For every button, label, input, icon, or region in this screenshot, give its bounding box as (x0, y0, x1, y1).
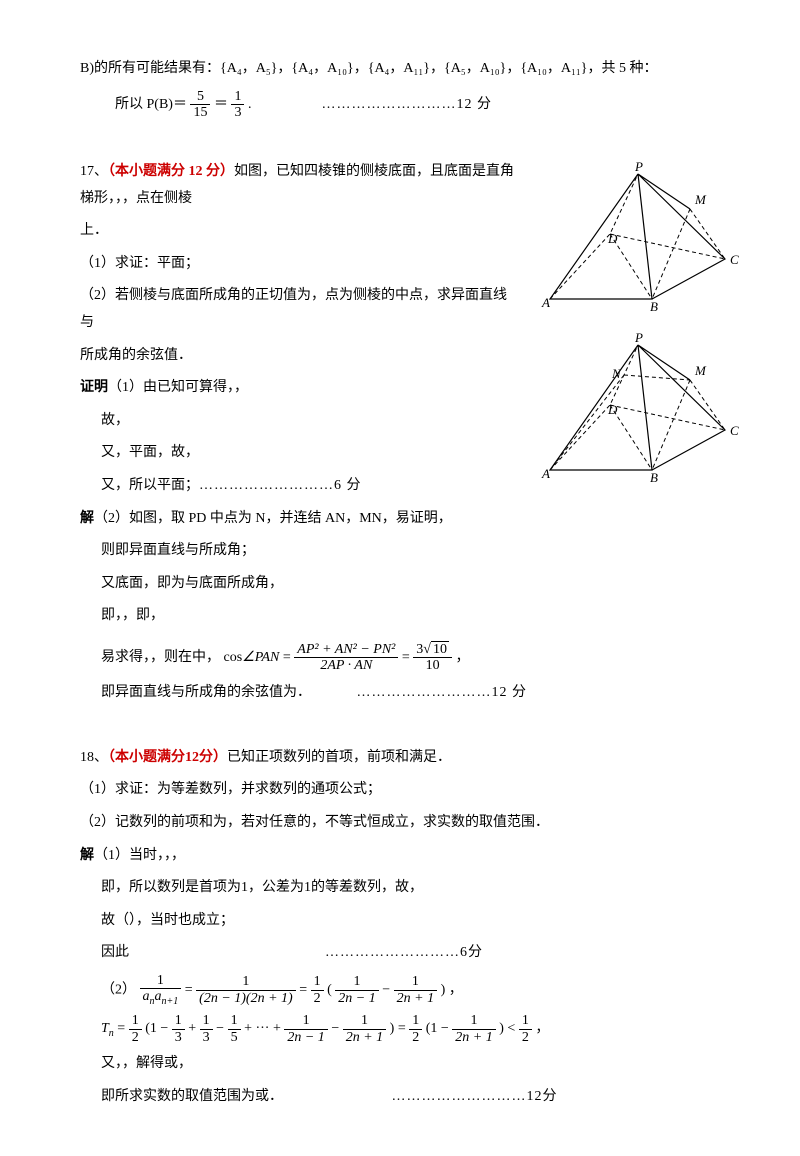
q18-part2: （2）记数列的前项和为，若对任意的，不等式恒成立，求实数的取值范围． (80, 810, 740, 837)
q18-num: 18、 (80, 750, 108, 765)
q17-s5-pre: 易求得，，则在中， (101, 650, 220, 665)
figures-container: P M C A B D P M C A B D N (530, 159, 740, 500)
q17-s4: 即，，即， (80, 603, 740, 630)
q18-eq1: （2） 1anan+1 = 1(2n − 1)(2n + 1) = 12 ( 1… (80, 973, 740, 1007)
q18-s3: 故（），当时也成立； (80, 908, 740, 935)
q18-s2: 即，所以数列是首项为1，公差为1的等差数列，故， (80, 875, 740, 902)
period: . (248, 97, 252, 112)
q17-s3: 又底面，即为与底面所成角， (80, 571, 740, 598)
line-pb: 所以 P(B)＝ 515 ＝ 13 . ………………………12 分 (80, 89, 740, 121)
q17-s6-text: 即异面直线与所成角的余弦值为． (101, 685, 311, 700)
sol-label-18: 解 (80, 848, 94, 863)
svg-text:A: A (541, 295, 550, 310)
svg-text:C: C (730, 423, 739, 438)
svg-text:N: N (611, 366, 622, 381)
svg-text:C: C (730, 252, 739, 267)
q17-sol-line: 解（2）如图，取 PD 中点为 N，并连结 AN，MN，易证明， (80, 506, 740, 533)
eq-sign: ＝ (214, 97, 228, 112)
svg-text:M: M (694, 363, 707, 378)
line-b-results: B)的所有可能结果有：{A₄，A₅}，{A₄，A₁₀}，{A₄，A₁₁}，{A₅… (80, 56, 740, 83)
q17-num: 17、 (80, 164, 108, 179)
frac-5-15: 515 (190, 89, 210, 121)
q18-heading: 18、（本小题满分12分）已知正项数列的首项，前项和满足． (80, 745, 740, 772)
svg-text:D: D (607, 402, 618, 417)
svg-text:B: B (650, 470, 658, 485)
pb-prefix: 所以 P(B)＝ (115, 97, 187, 112)
score-12: ………………………12 分 (321, 97, 492, 112)
score-12b: ………………………12 分 (357, 685, 528, 700)
svg-text:B: B (650, 299, 658, 314)
q18-sol-line: 解（1）当时，，， (80, 843, 740, 870)
q18-eq2: Tn = 12 (1 − 13 + 13 − 15 + ··· + 12n − … (80, 1013, 740, 1045)
figure-1-pyramid: P M C A B D (530, 159, 740, 319)
score-6a: ………………………6 分 (199, 478, 362, 493)
q17-pf1: （1）由已知可算得，， (108, 380, 248, 395)
q18-s5: 又，，解得或， (80, 1051, 740, 1078)
svg-text:A: A (541, 466, 550, 481)
q18-full-marks: （本小题满分12分） (108, 750, 227, 765)
q17-s6: 即异面直线与所成角的余弦值为． ………………………12 分 (80, 680, 740, 707)
score-6b: ………………………6分 (325, 945, 483, 960)
frac-1-3: 13 (231, 89, 244, 121)
figure-2-pyramid: P M C A B D N (530, 330, 740, 490)
q18-part1: （1）求证：为等差数列，并求数列的通项公式； (80, 777, 740, 804)
cos-expr: cos∠PAN = AP² + AN² − PN²2AP · AN = 3√10… (224, 650, 456, 665)
svg-text:D: D (607, 231, 618, 246)
svg-text:P: P (634, 330, 643, 345)
q17-s2: 则即异面直线与所成角； (80, 538, 740, 565)
q17-s1: （2）如图，取 PD 中点为 N，并连结 AN，MN，易证明， (94, 511, 452, 526)
q17-s5: 易求得，，则在中， cos∠PAN = AP² + AN² − PN²2AP ·… (80, 642, 740, 674)
q18-s4: 因此 ………………………6分 (80, 940, 740, 967)
comma: ， (455, 650, 469, 665)
q18-s1: （1）当时，，， (94, 848, 185, 863)
q17-full-marks: （本小题满分 12 分） (108, 164, 234, 179)
q17-pf4-text: 又，所以平面； (101, 478, 199, 493)
q18-text: 已知正项数列的首项，前项和满足． (227, 750, 451, 765)
svg-text:P: P (634, 159, 643, 174)
q18-s4-text: 因此 (101, 945, 129, 960)
sol-label: 解 (80, 511, 94, 526)
svg-text:M: M (694, 192, 707, 207)
q18-s6-text: 即所求实数的取值范围为或． (101, 1089, 283, 1104)
score-12c: ………………………12分 (392, 1089, 558, 1104)
proof-label: 证明 (80, 380, 108, 395)
q18-s6: 即所求实数的取值范围为或． ………………………12分 (80, 1084, 740, 1111)
